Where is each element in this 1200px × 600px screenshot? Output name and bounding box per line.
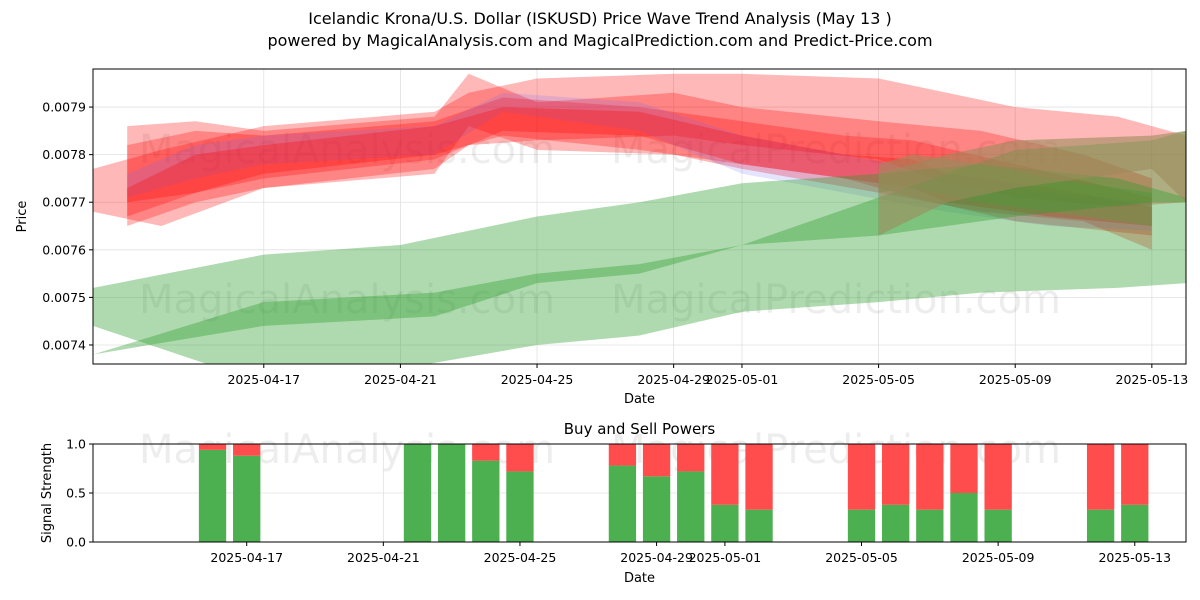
x-tick-label: 2025-05-13 (1098, 550, 1171, 565)
sell-bar (950, 444, 978, 493)
buy-bar (950, 493, 978, 542)
y-tick-label: 0.0075 (42, 290, 86, 305)
bands (93, 73, 1186, 364)
buy-bar (506, 471, 534, 542)
x-tick-label: 2025-05-13 (1116, 372, 1189, 387)
x-tick-label: 2025-04-29 (620, 550, 693, 565)
y-tick-label: 0.0 (66, 535, 86, 550)
buy-bar (745, 509, 773, 542)
sell-bar (882, 444, 910, 505)
sell-bar (506, 444, 534, 472)
buy-bar (642, 476, 671, 542)
sell-bar (711, 444, 739, 505)
sell-bar (847, 444, 876, 510)
buy-bar (198, 449, 227, 542)
y-tick-label: 0.0079 (42, 100, 86, 115)
y-tick-label: 0.0076 (42, 242, 86, 257)
plot-frame (92, 68, 1187, 365)
sell-bar (677, 444, 705, 472)
x-tick-label: 2025-04-25 (484, 550, 557, 565)
y-tick-label: 0.0077 (42, 195, 86, 210)
price-wave-plot: MagicalAnalysis.com MagicalPrediction.com… (15, 68, 1189, 407)
sell-bar (1121, 444, 1149, 505)
bar-chart-title: Buy and Sell Powers (564, 420, 716, 438)
sell-bar (745, 444, 773, 510)
x-tick-label: 2025-04-29 (637, 372, 710, 387)
x-tick-label: 2025-04-21 (364, 372, 437, 387)
buy-bar (608, 465, 637, 542)
buy-bar (1121, 504, 1149, 542)
x-tick-label: 2025-04-25 (501, 372, 574, 387)
sell-bar (608, 444, 637, 466)
sell-bar (198, 444, 227, 450)
x-tick-label: 2025-05-09 (962, 550, 1035, 565)
watermark: MagicalPrediction.com (611, 277, 1061, 323)
buy-bar (472, 460, 500, 542)
x-axis-label: Date (624, 571, 655, 586)
wave-band-brown (878, 130, 1186, 236)
x-tick-label: 2025-05-05 (842, 372, 915, 387)
x-tick-label: 2025-04-21 (347, 550, 420, 565)
buy-bar (984, 509, 1012, 542)
chart-subtitle: powered by MagicalAnalysis.com and Magic… (267, 31, 933, 50)
buy-bar (437, 444, 466, 542)
sell-bar (472, 444, 500, 461)
wave-band-red (93, 73, 1186, 226)
y-axis-label: Signal Strength (40, 443, 55, 543)
buy-bar (233, 455, 261, 542)
x-tick-label: 2025-04-17 (210, 550, 283, 565)
y-tick-label: 0.5 (66, 486, 86, 501)
sell-bar (642, 444, 671, 477)
buy-bar (882, 504, 910, 542)
chart-title: Icelandic Krona/U.S. Dollar (ISKUSD) Pri… (308, 9, 892, 28)
x-tick-label: 2025-04-17 (227, 372, 300, 387)
y-tick-label: 0.0074 (42, 337, 86, 352)
x-tick-label: 2025-05-01 (706, 372, 779, 387)
watermark: MagicalAnalysis.com (139, 277, 555, 323)
sell-bar (233, 444, 261, 456)
wave-band-red (127, 97, 1152, 236)
sell-bar (916, 444, 944, 510)
buy-bar (403, 444, 432, 542)
buy-bar (711, 504, 739, 542)
buy-sell-powers-plot: MagicalAnalysis.com MagicalPrediction.com… (40, 420, 1187, 586)
watermark: MagicalAnalysis.com (139, 127, 555, 173)
sell-bar (1086, 444, 1115, 510)
buy-bar (1086, 509, 1115, 542)
y-tick-label: 1.0 (66, 437, 86, 452)
buy-bar (677, 471, 705, 542)
x-tick-label: 2025-05-05 (825, 550, 898, 565)
buy-bar (847, 509, 876, 542)
x-axis-label: Date (624, 392, 655, 407)
buy-bar (916, 509, 944, 542)
x-tick-label: 2025-05-01 (689, 550, 762, 565)
x-tick-label: 2025-05-09 (979, 372, 1052, 387)
sell-bar (984, 444, 1012, 510)
y-tick-label: 0.0078 (42, 147, 86, 162)
wave-band-red (127, 107, 1152, 226)
y-axis-label: Price (15, 201, 30, 233)
